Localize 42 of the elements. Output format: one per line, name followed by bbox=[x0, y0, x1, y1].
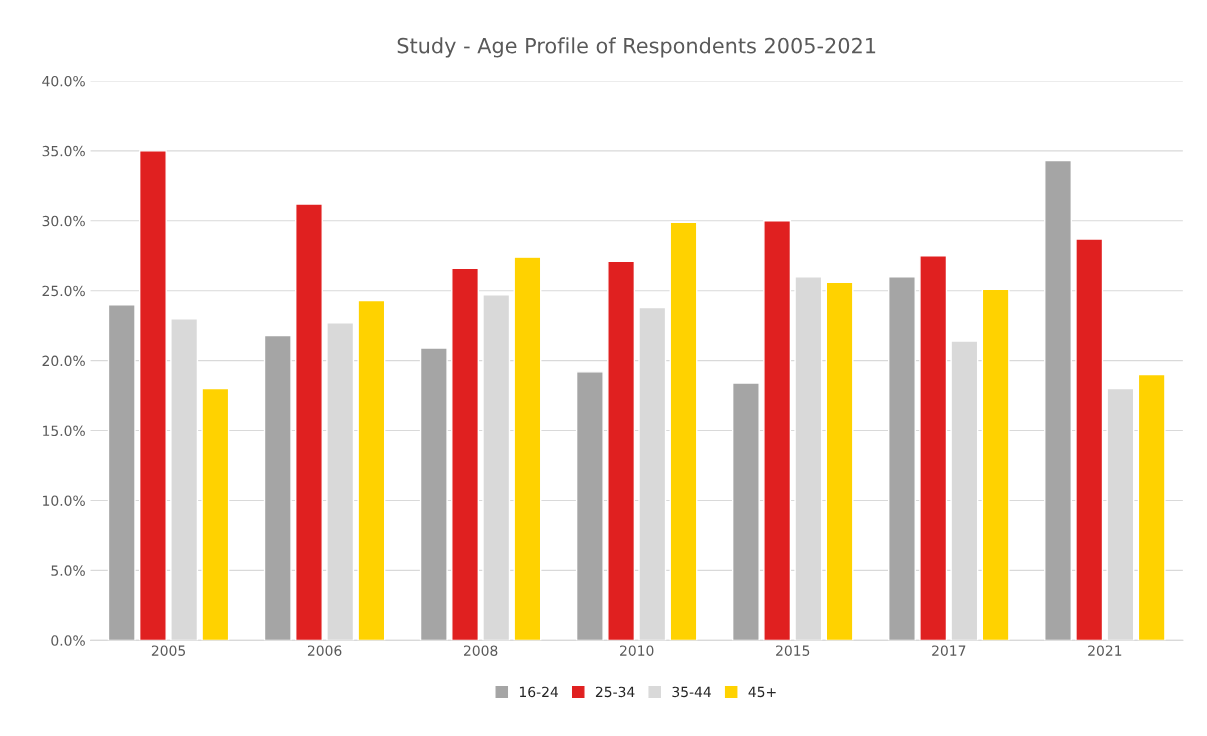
y-tick-label: 40.0% bbox=[42, 75, 85, 87]
bar bbox=[888, 276, 916, 641]
x-tick-label: 2006 bbox=[307, 645, 342, 656]
bar bbox=[295, 203, 323, 641]
x-tick-label: 2021 bbox=[1088, 645, 1122, 656]
legend-label: 35-44 bbox=[672, 686, 711, 698]
chart-title: Study - Age Profile of Respondents 2005-2021 bbox=[397, 37, 876, 58]
bar bbox=[825, 281, 854, 641]
bar bbox=[201, 387, 230, 641]
y-tick-label: 25.0% bbox=[42, 285, 85, 297]
y-tick-label: 35.0% bbox=[42, 145, 85, 157]
bar bbox=[607, 260, 636, 641]
x-tick-label: 2010 bbox=[620, 645, 654, 656]
bar bbox=[451, 267, 479, 641]
bar bbox=[1137, 373, 1166, 641]
bar bbox=[1044, 159, 1072, 641]
y-tick-label: 0.0% bbox=[51, 635, 85, 646]
bar bbox=[575, 371, 604, 641]
bar bbox=[138, 150, 167, 641]
bar bbox=[513, 256, 542, 641]
bar bbox=[107, 304, 136, 641]
bar bbox=[763, 220, 792, 641]
legend-label: 45+ bbox=[748, 686, 776, 698]
bar bbox=[731, 382, 760, 641]
x-tick-label: 2008 bbox=[463, 645, 498, 656]
bar bbox=[919, 255, 948, 641]
bar bbox=[419, 347, 448, 641]
bar bbox=[981, 288, 1010, 641]
legend-label: 16-24 bbox=[519, 686, 559, 698]
bar bbox=[1075, 238, 1104, 641]
y-tick-label: 5.0% bbox=[51, 565, 85, 576]
bar bbox=[263, 334, 292, 641]
y-tick-label: 15.0% bbox=[43, 425, 85, 437]
bar bbox=[357, 299, 386, 641]
x-tick-label: 2017 bbox=[932, 645, 966, 656]
legend-label: 25-34 bbox=[595, 686, 635, 698]
x-tick-label: 2005 bbox=[151, 645, 186, 656]
x-tick-label: 2015 bbox=[776, 645, 810, 656]
y-tick-label: 20.0% bbox=[42, 355, 85, 367]
y-tick-label: 30.0% bbox=[42, 215, 85, 227]
y-tick-label: 10.0% bbox=[43, 495, 85, 506]
bar bbox=[669, 221, 698, 641]
